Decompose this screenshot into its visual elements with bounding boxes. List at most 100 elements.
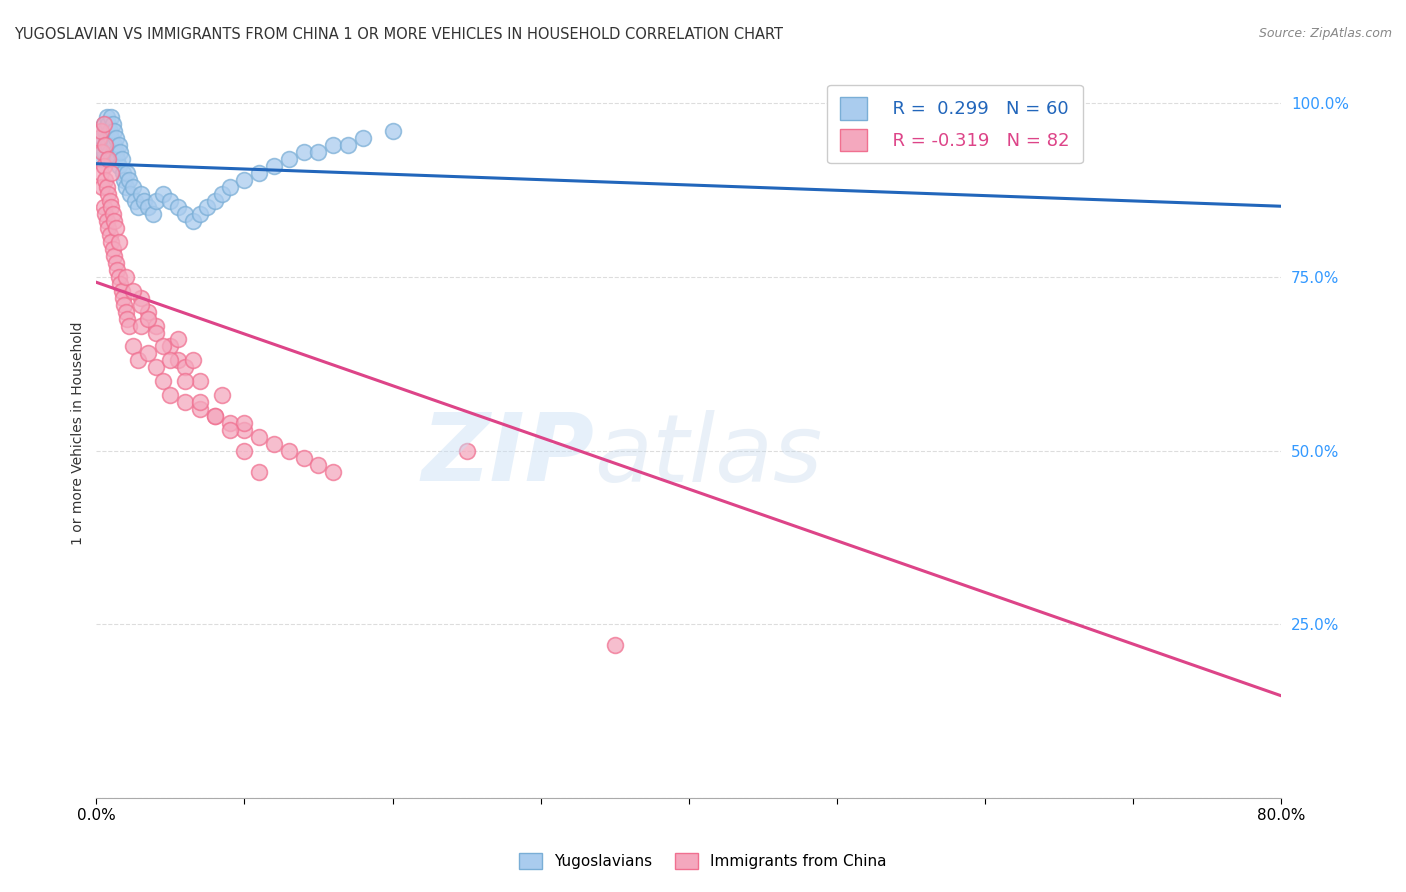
Point — [129, 186, 152, 201]
Point — [233, 416, 256, 430]
Point — [188, 207, 211, 221]
Point — [93, 117, 115, 131]
Point — [292, 145, 315, 159]
Point — [94, 137, 117, 152]
Point — [337, 137, 360, 152]
Point — [152, 374, 174, 388]
Point — [103, 214, 125, 228]
Point — [159, 353, 181, 368]
Point — [96, 214, 118, 228]
Text: Source: ZipAtlas.com: Source: ZipAtlas.com — [1258, 27, 1392, 40]
Point — [96, 131, 118, 145]
Point — [108, 277, 131, 291]
Point — [247, 166, 270, 180]
Point — [159, 339, 181, 353]
Point — [104, 145, 127, 159]
Point — [218, 416, 240, 430]
Point — [97, 221, 120, 235]
Point — [603, 638, 626, 652]
Point — [174, 360, 197, 375]
Point — [107, 137, 129, 152]
Point — [159, 194, 181, 208]
Point — [111, 291, 134, 305]
Point — [100, 166, 122, 180]
Point — [211, 388, 233, 402]
Point — [100, 235, 122, 250]
Point — [136, 304, 159, 318]
Point — [90, 152, 112, 166]
Point — [381, 124, 404, 138]
Point — [174, 374, 197, 388]
Point — [104, 131, 127, 145]
Point — [277, 152, 299, 166]
Point — [97, 137, 120, 152]
Point — [104, 256, 127, 270]
Y-axis label: 1 or more Vehicles in Household: 1 or more Vehicles in Household — [72, 321, 86, 545]
Point — [122, 179, 145, 194]
Point — [94, 137, 117, 152]
Point — [247, 465, 270, 479]
Point — [174, 395, 197, 409]
Point — [181, 214, 204, 228]
Point — [247, 430, 270, 444]
Point — [115, 269, 138, 284]
Point — [97, 186, 120, 201]
Point — [101, 207, 124, 221]
Point — [188, 401, 211, 416]
Point — [188, 395, 211, 409]
Point — [197, 201, 219, 215]
Point — [204, 409, 226, 423]
Point — [110, 152, 132, 166]
Point — [166, 333, 188, 347]
Point — [96, 179, 118, 194]
Point — [117, 311, 139, 326]
Point — [204, 409, 226, 423]
Point — [107, 159, 129, 173]
Point — [103, 249, 125, 263]
Point — [103, 137, 125, 152]
Point — [322, 137, 344, 152]
Point — [136, 201, 159, 215]
Point — [93, 145, 115, 159]
Point — [122, 284, 145, 298]
Legend:   R =  0.299   N = 60,   R = -0.319   N = 82: R = 0.299 N = 60, R = -0.319 N = 82 — [827, 85, 1083, 163]
Point — [104, 221, 127, 235]
Point — [129, 291, 152, 305]
Point — [166, 201, 188, 215]
Point — [101, 117, 124, 131]
Point — [105, 152, 128, 166]
Point — [93, 159, 115, 173]
Point — [145, 194, 167, 208]
Point — [136, 311, 159, 326]
Point — [100, 152, 122, 166]
Point — [127, 201, 149, 215]
Point — [152, 186, 174, 201]
Point — [124, 194, 146, 208]
Point — [120, 186, 142, 201]
Point — [98, 228, 121, 243]
Point — [98, 124, 121, 138]
Point — [98, 145, 121, 159]
Point — [96, 110, 118, 124]
Point — [308, 145, 330, 159]
Point — [111, 166, 134, 180]
Point — [145, 318, 167, 333]
Point — [129, 298, 152, 312]
Point — [174, 207, 197, 221]
Point — [263, 436, 285, 450]
Legend: Yugoslavians, Immigrants from China: Yugoslavians, Immigrants from China — [513, 847, 893, 875]
Point — [97, 117, 120, 131]
Point — [94, 124, 117, 138]
Point — [100, 201, 122, 215]
Point — [292, 450, 315, 465]
Point — [103, 124, 125, 138]
Point — [188, 374, 211, 388]
Point — [117, 166, 139, 180]
Point — [166, 353, 188, 368]
Point — [322, 465, 344, 479]
Point — [115, 179, 138, 194]
Point — [94, 207, 117, 221]
Point — [110, 284, 132, 298]
Point — [89, 131, 111, 145]
Point — [97, 152, 120, 166]
